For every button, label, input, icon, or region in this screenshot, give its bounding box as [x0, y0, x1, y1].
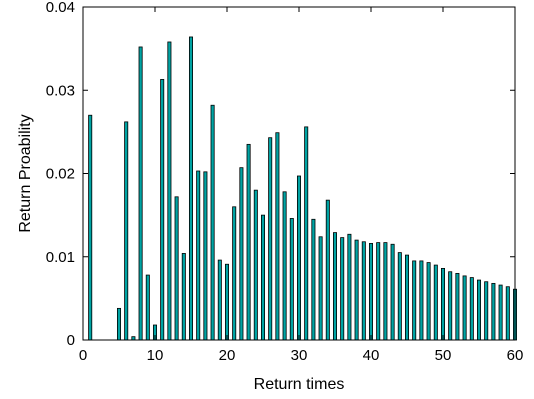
y-tick-label: 0.04	[46, 0, 75, 16]
y-tick-label: 0.01	[46, 249, 75, 266]
bar-x23	[246, 143, 251, 341]
bar-x24	[253, 189, 258, 341]
bar-x52	[455, 272, 460, 341]
bar-x26	[268, 137, 273, 341]
bar-x11	[160, 79, 165, 341]
bar-x20	[224, 263, 229, 341]
bar-x49	[433, 264, 438, 341]
bar-x36	[340, 237, 345, 341]
bar-x1	[88, 114, 93, 341]
bar-x38	[354, 239, 359, 341]
bar-x51	[448, 271, 453, 341]
bar-x42	[383, 242, 388, 341]
bar-x56	[484, 281, 489, 341]
bar-x21	[232, 206, 237, 341]
x-tick-label: 20	[219, 347, 236, 364]
x-tick-label: 50	[435, 347, 452, 364]
x-tick-label: 30	[291, 347, 308, 364]
bar-x14	[181, 253, 186, 341]
x-tick-label: 60	[507, 347, 524, 364]
bar-x16	[196, 170, 201, 341]
bars-group	[88, 36, 518, 341]
bar-x41	[376, 242, 381, 341]
y-axis-title: Return Proability	[17, 114, 34, 232]
bar-x46	[412, 260, 417, 341]
bar-x48	[426, 262, 431, 341]
bar-x15	[188, 36, 193, 341]
bar-x33	[318, 236, 323, 341]
bar-x27	[275, 132, 280, 341]
bar-x28	[282, 191, 287, 341]
bar-x30	[296, 175, 301, 341]
bar-x35	[332, 232, 337, 341]
bar-x13	[174, 196, 179, 341]
bar-x47	[419, 260, 424, 341]
bar-x39	[361, 241, 366, 341]
bar-x12	[167, 41, 172, 341]
ticks-group: 0 10 20 30 40 50 60 0 0.01 0.02 0.03 0.04	[46, 0, 524, 364]
bar-x34	[325, 199, 330, 341]
bar-x40	[368, 243, 373, 341]
bar-x25	[260, 214, 265, 341]
bar-x43	[390, 243, 395, 341]
x-tick-label: 40	[363, 347, 380, 364]
x-tick-label: 10	[147, 347, 164, 364]
bar-x54	[469, 277, 474, 341]
bar-x8	[138, 46, 143, 341]
x-axis-title: Return times	[254, 376, 345, 393]
bar-x29	[289, 218, 294, 341]
bar-x31	[304, 126, 309, 341]
bar-x9	[145, 274, 150, 341]
bar-x22	[239, 167, 244, 341]
bar-x19	[217, 259, 222, 341]
bar-x32	[311, 218, 316, 341]
plot-frame	[82, 6, 516, 341]
x-tick-label: 0	[79, 347, 87, 364]
y-tick-label: 0.03	[46, 82, 75, 99]
bar-x44	[397, 252, 402, 341]
bar-x55	[476, 279, 481, 341]
bar-x45	[404, 254, 409, 341]
bar-x53	[462, 275, 467, 341]
bar-x17	[203, 171, 208, 341]
bar-x5	[117, 307, 122, 341]
bar-x59	[505, 286, 510, 341]
bar-x18	[210, 104, 215, 341]
bar-x37	[347, 233, 352, 341]
y-tick-label: 0	[67, 332, 75, 349]
bar-x58	[498, 284, 503, 341]
bar-x6	[124, 121, 129, 341]
bar-x50	[440, 267, 445, 341]
y-tick-label: 0.02	[46, 166, 75, 183]
bar-x57	[491, 282, 496, 341]
